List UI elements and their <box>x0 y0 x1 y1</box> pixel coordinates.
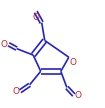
Text: O: O <box>70 58 77 67</box>
Text: O: O <box>32 13 39 22</box>
Text: O: O <box>75 91 82 100</box>
Text: O: O <box>12 87 19 96</box>
Text: O: O <box>1 40 8 49</box>
